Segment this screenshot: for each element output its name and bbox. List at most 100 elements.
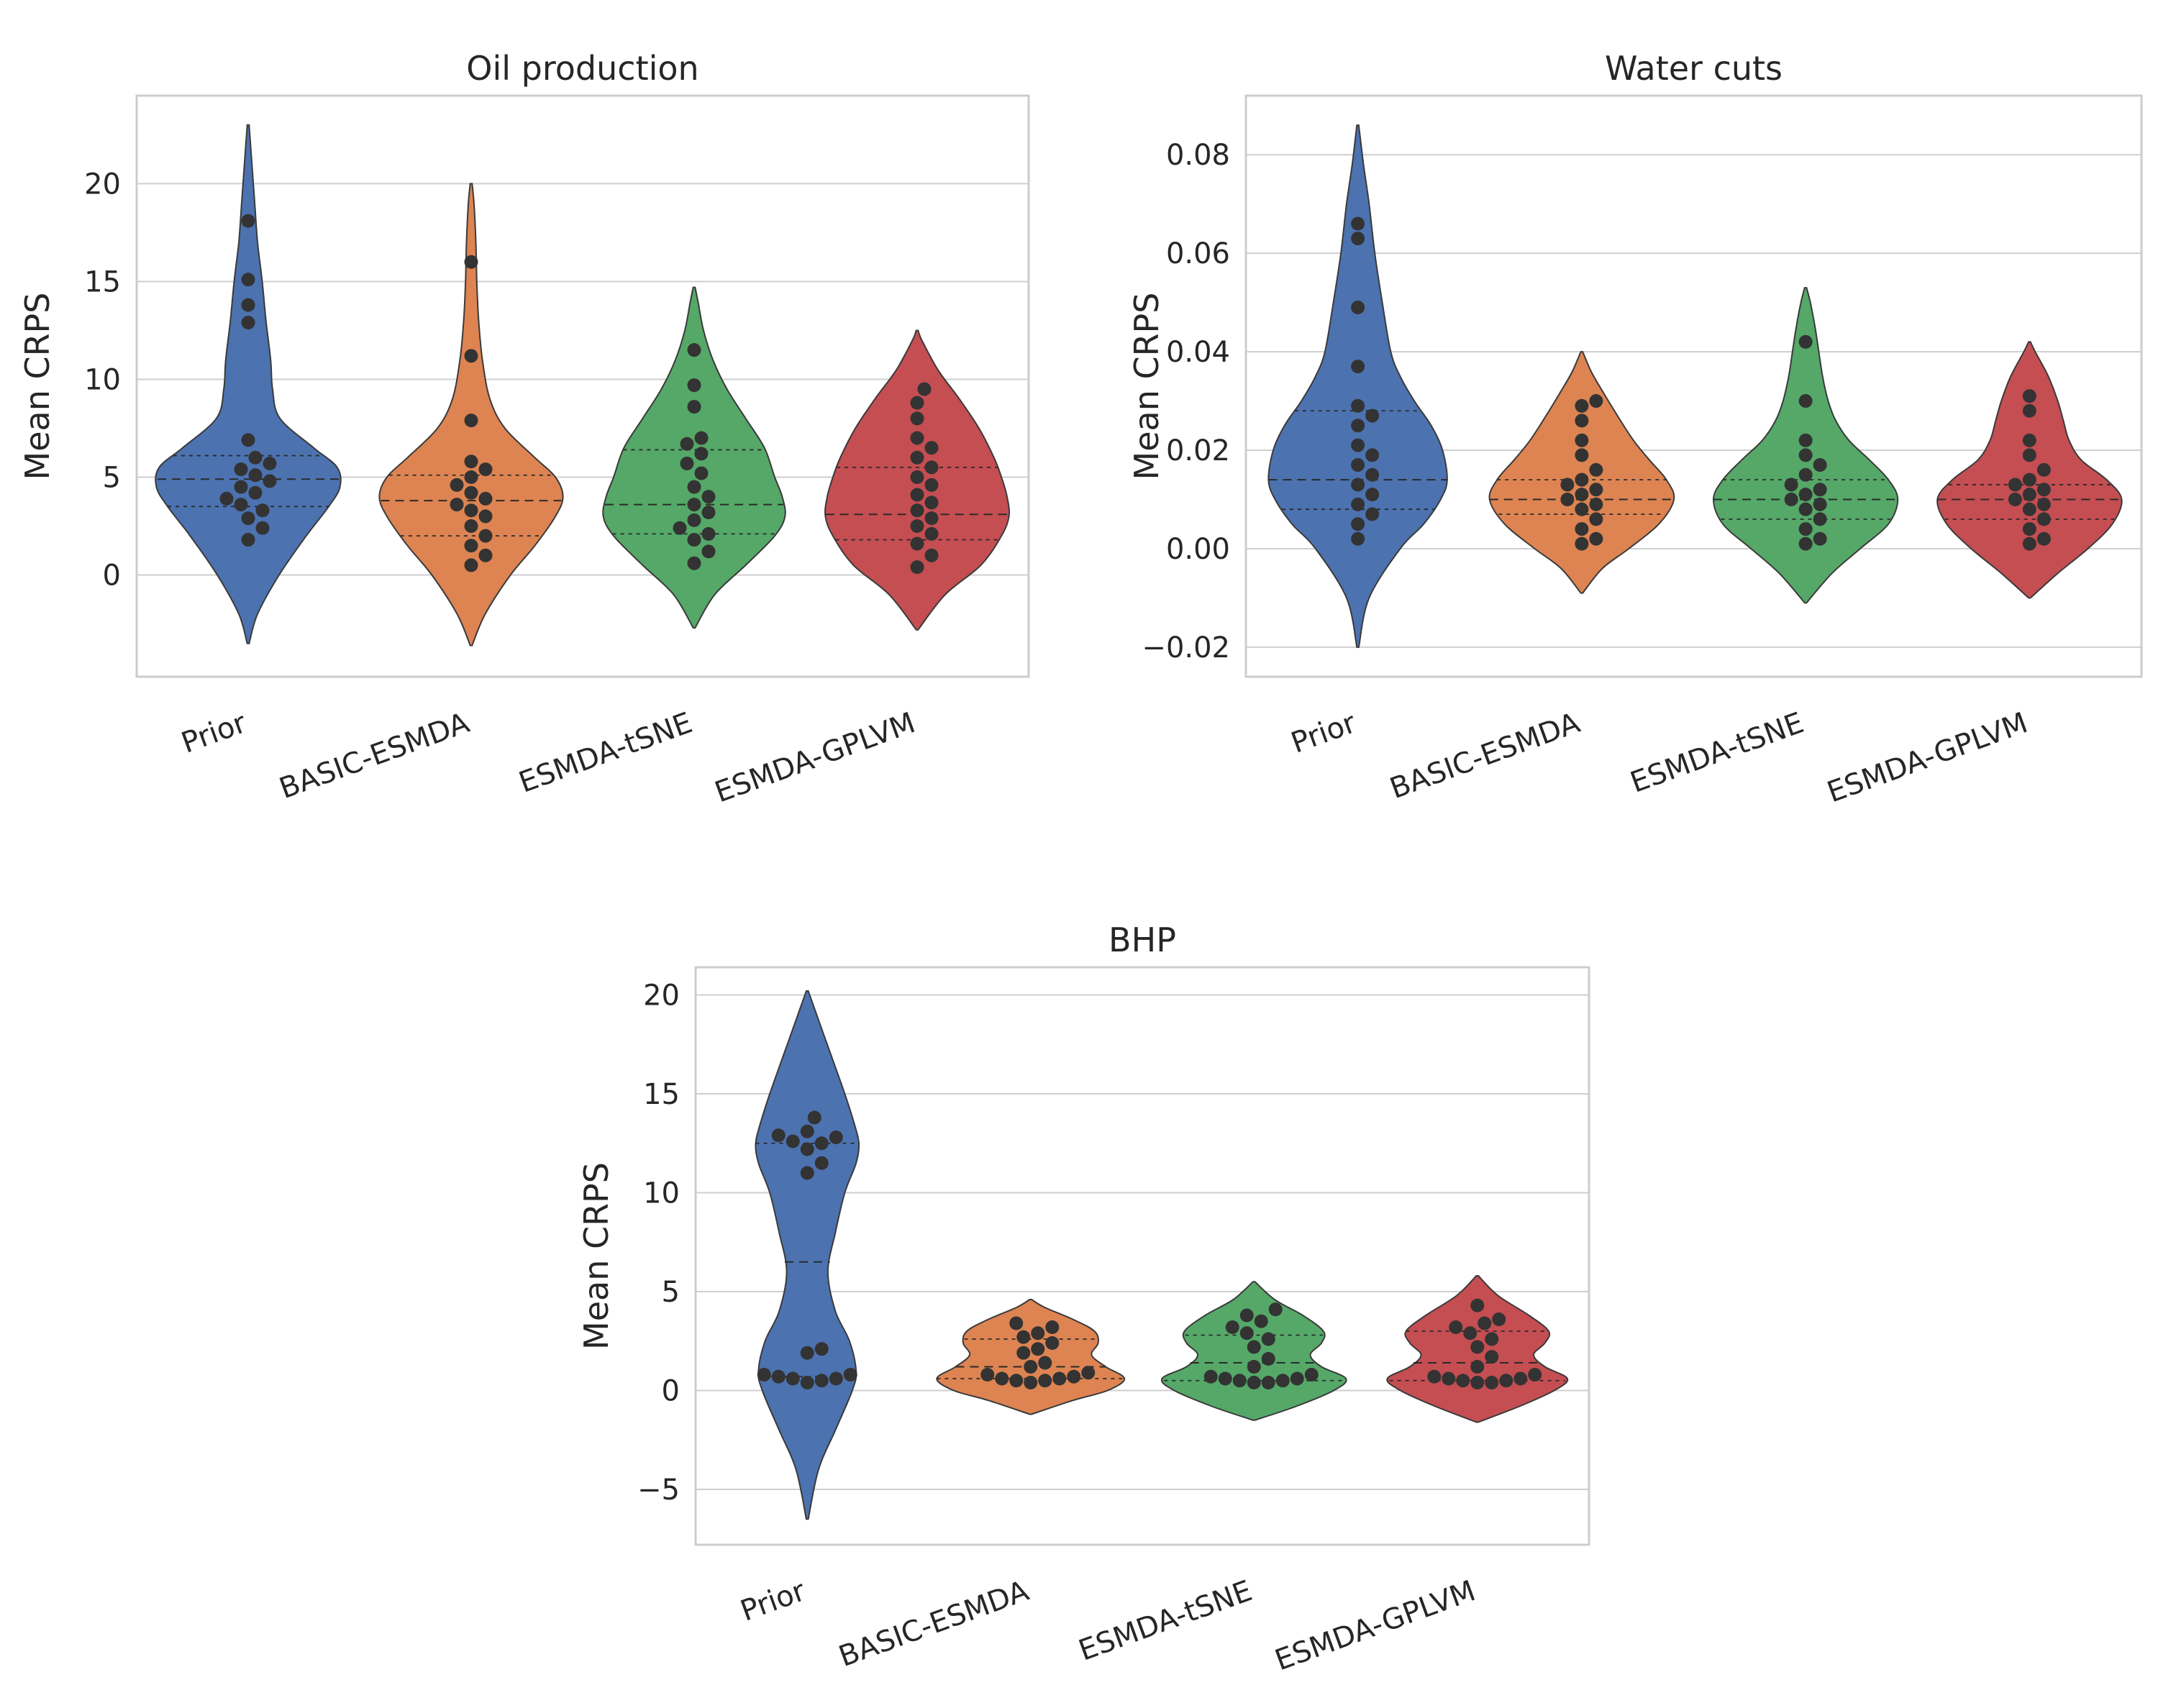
chart1-point-prior	[1351, 300, 1365, 314]
chart0-point-esmda-gplvm	[924, 460, 939, 475]
chart1-point-prior	[1351, 517, 1365, 531]
chart0-point-esmda-gplvm	[910, 488, 924, 502]
chart2-point-esmda-tsne	[1247, 1376, 1261, 1389]
chart2-point-esmda-gplvm	[1470, 1360, 1485, 1374]
chart2-point-basic-esmda	[1038, 1374, 1052, 1388]
chart1-point-esmda-gplvm	[2022, 472, 2036, 487]
chart1-point-basic-esmda	[1560, 478, 1575, 492]
chart2-y-tick-label: 15	[643, 1078, 680, 1111]
chart1-point-esmda-gplvm	[2036, 531, 2051, 546]
chart2-point-esmda-gplvm	[1470, 1376, 1485, 1389]
chart1-point-esmda-gplvm	[2022, 403, 2036, 418]
chart2-point-basic-esmda	[1038, 1356, 1052, 1370]
chart2-point-basic-esmda	[980, 1368, 995, 1382]
chart2-point-esmda-gplvm	[1499, 1374, 1513, 1388]
chart0-point-esmda-gplvm	[924, 548, 939, 562]
chart1-point-esmda-tsne	[1784, 478, 1798, 492]
chart2-point-esmda-tsne	[1203, 1369, 1218, 1384]
chart0-point-prior	[263, 456, 277, 470]
chart2-point-esmda-gplvm	[1449, 1320, 1463, 1334]
chart1-point-esmda-tsne	[1813, 497, 1827, 511]
chart0-point-basic-esmda	[464, 455, 478, 469]
chart2-point-basic-esmda	[1016, 1330, 1031, 1344]
chart1-point-esmda-tsne	[1798, 467, 1813, 482]
chart2-point-esmda-gplvm	[1463, 1326, 1478, 1341]
chart0-point-esmda-tsne	[701, 505, 716, 519]
chart1-point-basic-esmda	[1575, 472, 1589, 487]
chart2-point-basic-esmda	[1045, 1336, 1060, 1350]
chart1-point-esmda-gplvm	[2022, 389, 2036, 403]
chart0-point-prior	[234, 498, 248, 512]
chart0-point-esmda-tsne	[694, 466, 709, 480]
chart2-point-prior	[786, 1371, 800, 1386]
chart2-point-prior	[814, 1374, 829, 1388]
chart0-point-basic-esmda	[464, 503, 478, 518]
chart2-point-esmda-tsne	[1239, 1326, 1254, 1341]
chart1-point-basic-esmda	[1575, 398, 1589, 413]
chart0-point-esmda-gplvm	[910, 396, 924, 410]
chart0-y-tick-label: 5	[103, 462, 121, 495]
chart0-point-esmda-gplvm	[910, 411, 924, 426]
chart1-point-prior	[1351, 216, 1365, 231]
chart0-point-prior	[248, 450, 263, 465]
chart1-point-basic-esmda	[1589, 497, 1603, 511]
chart2-point-esmda-tsne	[1268, 1302, 1283, 1317]
chart2-point-prior	[814, 1342, 829, 1356]
chart0-x-tick-label-basic-esmda: BASIC-ESMDA	[275, 706, 474, 805]
chart1-point-basic-esmda	[1575, 502, 1589, 516]
chart2-point-prior	[800, 1376, 814, 1389]
chart0-point-prior	[255, 503, 270, 518]
chart1-x-tick-label-esmda-tsne: ESMDA-tSNE	[1626, 706, 1808, 800]
chart2-point-esmda-gplvm	[1427, 1369, 1442, 1384]
chart0-point-basic-esmda	[478, 529, 493, 543]
chart2-point-esmda-tsne	[1261, 1376, 1275, 1389]
chart1-y-tick-label: 0.04	[1166, 336, 1230, 369]
chart0-y-tick-label: 0	[103, 560, 121, 593]
chart1-x-tick-label-basic-esmda: BASIC-ESMDA	[1385, 706, 1585, 805]
chart0-x-tick-label-prior: Prior	[177, 706, 251, 760]
chart2-y-tick-label: 10	[643, 1177, 680, 1210]
chart0-point-basic-esmda	[450, 478, 464, 492]
chart2-point-esmda-gplvm	[1528, 1368, 1542, 1382]
chart0-point-prior	[248, 485, 263, 500]
chart0-point-basic-esmda	[464, 255, 478, 269]
chart1-point-basic-esmda	[1560, 492, 1575, 506]
chart0-point-esmda-tsne	[687, 400, 701, 414]
chart0-x-tick-label-esmda-tsne: ESMDA-tSNE	[514, 706, 696, 800]
chart2-point-prior	[757, 1368, 771, 1382]
chart1-y-tick-label: 0.02	[1166, 434, 1230, 467]
chart0-point-basic-esmda	[464, 349, 478, 363]
chart2-bhp: BHP Mean CRPS −5 0 5 10 15 20 Prior BASIC-ESMDA ES…	[577, 921, 1590, 1677]
chart1-point-basic-esmda	[1575, 522, 1589, 536]
chart1-point-esmda-tsne	[1798, 536, 1813, 551]
chart2-point-basic-esmda	[1052, 1371, 1067, 1386]
chart2-point-basic-esmda	[1009, 1316, 1024, 1330]
chart2-x-tick-label-basic-esmda: BASIC-ESMDA	[834, 1574, 1034, 1673]
chart1-point-esmda-gplvm	[2036, 483, 2051, 497]
chart2-point-esmda-tsne	[1218, 1371, 1232, 1386]
chart0-point-prior	[263, 474, 277, 488]
chart0-point-prior	[255, 521, 270, 535]
chart0-title: Oil production	[466, 49, 698, 88]
chart1-y-tick-label: 0.00	[1166, 533, 1230, 566]
chart1-point-esmda-gplvm	[2022, 502, 2036, 516]
chart0-point-esmda-tsne	[701, 490, 716, 504]
chart1-point-prior	[1351, 458, 1365, 472]
chart2-point-esmda-gplvm	[1513, 1371, 1528, 1386]
chart1-point-prior	[1365, 488, 1380, 502]
chart2-point-esmda-tsne	[1225, 1320, 1239, 1334]
chart2-point-esmda-gplvm	[1485, 1350, 1499, 1364]
chart2-y-tick-label: 20	[643, 979, 680, 1013]
chart1-point-esmda-gplvm	[2008, 492, 2022, 506]
chart2-point-prior	[814, 1136, 829, 1151]
chart0-point-esmda-tsne	[687, 513, 701, 527]
chart1-point-prior	[1351, 360, 1365, 374]
chart0-point-prior	[241, 511, 255, 526]
chart2-point-prior	[800, 1346, 814, 1360]
chart0-point-esmda-gplvm	[924, 441, 939, 455]
chart0-point-esmda-gplvm	[917, 382, 932, 396]
chart1-y-tick-label: 0.08	[1166, 139, 1230, 172]
chart2-violin-prior	[755, 990, 860, 1520]
chart0-point-basic-esmda	[478, 548, 493, 562]
chart1-point-prior	[1351, 419, 1365, 433]
